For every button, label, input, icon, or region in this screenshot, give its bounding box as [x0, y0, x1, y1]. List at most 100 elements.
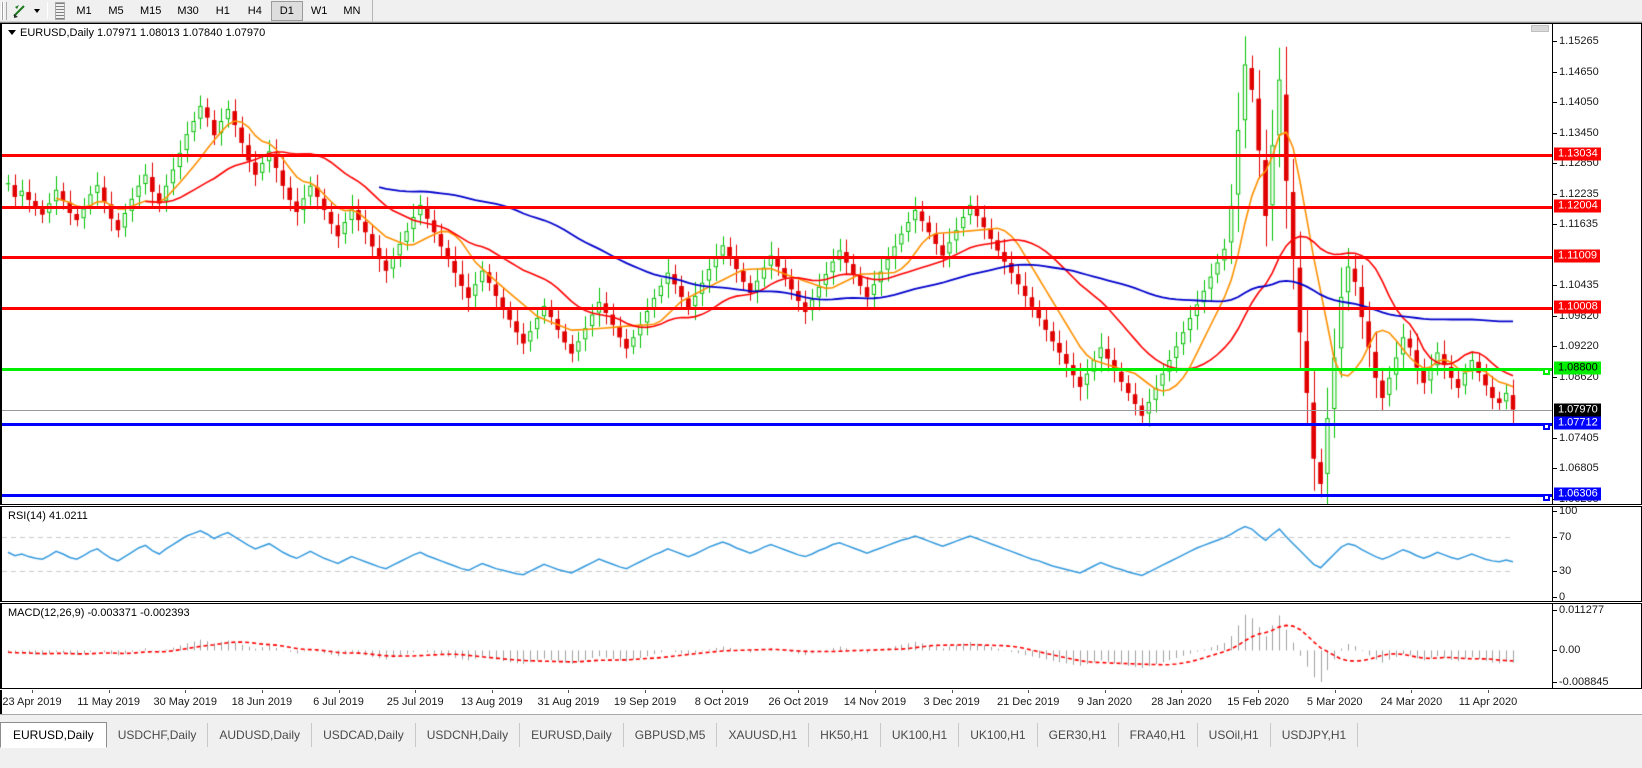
chart-tab-usdcnh-daily[interactable]: USDCNH,Daily: [416, 723, 521, 747]
price-panel-title-text: EURUSD,Daily 1.07971 1.08013 1.07840 1.0…: [20, 27, 266, 39]
level-line-support-1.06306[interactable]: [2, 493, 1552, 501]
time-axis[interactable]: 23 Apr 2019 11 May 2019 30 May 2019 18 Jun …: [0, 690, 1642, 715]
panel-collapse-caret-icon: [8, 29, 16, 35]
toolbar-drag-handle[interactable]: [1, 1, 7, 20]
price-axis-tick: [1553, 194, 1557, 196]
rsi-axis-tick: [1553, 511, 1557, 512]
time-axis-label: 21 Dec 2019: [997, 696, 1060, 708]
macd-axis: 0.011277 0.00 -0.008845: [1552, 604, 1641, 688]
chart-area: EURUSD,Daily 1.07971 1.08013 1.07840 1.0…: [0, 22, 1642, 715]
chart-tab-usdjpy-h1[interactable]: USDJPY,H1: [1271, 723, 1359, 747]
macd-axis-label: -0.008845: [1559, 676, 1609, 689]
chart-tab-uk100-h1[interactable]: UK100,H1: [959, 723, 1038, 747]
macd-axis-label: 0.011277: [1559, 604, 1605, 617]
time-axis-tick: [32, 690, 33, 693]
timeframe-button-mn[interactable]: MN: [343, 4, 361, 17]
timeframe-button-m1[interactable]: M1: [76, 4, 92, 17]
macd-axis-tick: [1553, 650, 1557, 652]
price-axis-label: 1.09820: [1559, 310, 1599, 323]
rsi-indicator-panel[interactable]: RSI(14) 41.0211 100 70 30 0: [0, 506, 1642, 602]
timeframe-button-h4[interactable]: H4: [247, 4, 262, 17]
level-price-tag[interactable]: 1.13034: [1554, 147, 1601, 161]
price-chart-panel[interactable]: EURUSD,Daily 1.07971 1.08013 1.07840 1.0…: [0, 23, 1642, 505]
chart-tab-ger30-h1[interactable]: GER30,H1: [1038, 723, 1119, 747]
time-axis-tick: [1181, 690, 1183, 693]
price-axis-tick: [1553, 162, 1557, 164]
time-axis-tick: [1334, 690, 1336, 693]
chart-tab-fra40-h1[interactable]: FRA40,H1: [1119, 723, 1198, 747]
price-axis-label: 1.13450: [1559, 126, 1599, 139]
time-axis-label: 15 Feb 2020: [1227, 696, 1289, 708]
current-price-line: [2, 409, 1552, 411]
time-axis-tick: [261, 690, 263, 693]
price-axis-tick: [1553, 438, 1557, 440]
level-price-tag[interactable]: 1.07712: [1554, 416, 1601, 430]
macd-axis-tick: [1553, 610, 1557, 612]
price-axis-label: 1.15265: [1559, 34, 1599, 47]
time-axis-tick: [1104, 690, 1106, 693]
rsi-axis-label: 100: [1559, 506, 1578, 517]
level-price-tag[interactable]: 1.08800: [1554, 361, 1601, 375]
chart-tab-uk100-h1[interactable]: UK100,H1: [881, 723, 960, 747]
level-line-resistance-1.11009[interactable]: [2, 255, 1552, 259]
level-price-tag[interactable]: 1.12004: [1554, 199, 1601, 213]
price-axis-label: 1.14050: [1559, 96, 1599, 109]
macd-plot-region[interactable]: [2, 604, 1552, 688]
level-line-resistance-1.13034[interactable]: [2, 153, 1552, 157]
price-plot-region[interactable]: [2, 24, 1552, 504]
level-line-resistance-1.10008[interactable]: [2, 306, 1552, 310]
time-axis-label: 11 Apr 2020: [1458, 696, 1518, 708]
level-line-grip[interactable]: [1543, 367, 1550, 375]
crosshair-cursor-icon[interactable]: [9, 1, 31, 21]
main-toolbar: M1 M5 M15 M30 H1 H4 D1 W1 MN: [0, 0, 1642, 22]
time-axis-tick: [1258, 690, 1260, 693]
chart-tab-hk50-h1[interactable]: HK50,H1: [809, 723, 881, 747]
timeframe-button-m30[interactable]: M30: [177, 4, 199, 17]
level-line-resistance-1.12004[interactable]: [2, 205, 1552, 209]
time-axis-label: 30 May 2019: [153, 696, 218, 708]
chart-scroll-marker[interactable]: [1531, 25, 1549, 32]
macd-indicator-panel[interactable]: MACD(12,26,9) -0.003371 -0.002393 0.0112…: [0, 603, 1642, 689]
time-axis-label: 8 Oct 2019: [694, 696, 749, 708]
level-line-support-1.07712[interactable]: [2, 422, 1552, 430]
chart-tab-xauusd-h1[interactable]: XAUUSD,H1: [717, 723, 810, 747]
rsi-line-canvas: [2, 507, 1552, 601]
time-axis-label: 13 Aug 2019: [460, 696, 523, 708]
chart-tab-bar: EURUSD,Daily USDCHF,Daily AUDUSD,Daily USDC…: [0, 714, 1642, 768]
price-axis[interactable]: 1.15265 1.14650 1.14050 1.13450 1.12850 1.122…: [1552, 24, 1641, 504]
level-line-pivot-1.08800[interactable]: [2, 367, 1552, 375]
timeframe-button-m15[interactable]: M15: [140, 4, 162, 17]
chart-tab-eurusd-daily[interactable]: EURUSD,Daily: [0, 722, 107, 748]
time-axis-tick: [951, 690, 953, 693]
level-line-grip[interactable]: [1543, 422, 1550, 430]
time-axis-label: 28 Jan 2020: [1151, 696, 1212, 708]
level-line-grip[interactable]: [1543, 493, 1550, 501]
level-price-tag[interactable]: 1.11009: [1554, 249, 1600, 263]
rsi-axis-label: 70: [1559, 530, 1572, 543]
chart-tab-audusd-daily[interactable]: AUDUSD,Daily: [208, 723, 313, 747]
price-axis-label: 1.10435: [1559, 278, 1599, 291]
time-axis-tick: [491, 690, 493, 693]
level-price-tag[interactable]: 1.10008: [1554, 300, 1601, 314]
chart-tab-usdcad-daily[interactable]: USDCAD,Daily: [312, 723, 416, 747]
timeframe-button-w1[interactable]: W1: [310, 4, 328, 17]
timeframe-button-d1[interactable]: D1: [270, 0, 303, 21]
price-axis-tick: [1553, 316, 1557, 318]
time-axis-label: 3 Dec 2019: [923, 696, 980, 708]
chart-tab-eurusd-daily[interactable]: EURUSD,Daily: [520, 723, 624, 747]
time-axis-label: 11 May 2019: [77, 696, 141, 708]
chart-tab-gbpusd-m5[interactable]: GBPUSD,M5: [624, 723, 718, 747]
timeframe-group: M1 M5 M15 M30 H1 H4 D1 W1 MN: [68, 0, 368, 21]
time-axis-label: 9 Jan 2020: [1077, 696, 1133, 708]
time-axis-label: 24 Mar 2020: [1380, 696, 1443, 708]
timeframe-button-m5[interactable]: M5: [108, 4, 124, 17]
chart-tab-usdchf-daily[interactable]: USDCHF,Daily: [107, 723, 209, 747]
price-axis-tick: [1553, 284, 1557, 286]
timeframe-button-h1[interactable]: H1: [215, 4, 230, 17]
level-price-tag[interactable]: 1.06306: [1554, 487, 1601, 501]
rsi-plot-region[interactable]: [2, 507, 1552, 601]
cursor-dropdown-caret-icon[interactable]: [31, 1, 43, 21]
chart-tab-usoil-h1[interactable]: USOil,H1: [1198, 723, 1271, 747]
price-axis-tick: [1553, 102, 1557, 104]
